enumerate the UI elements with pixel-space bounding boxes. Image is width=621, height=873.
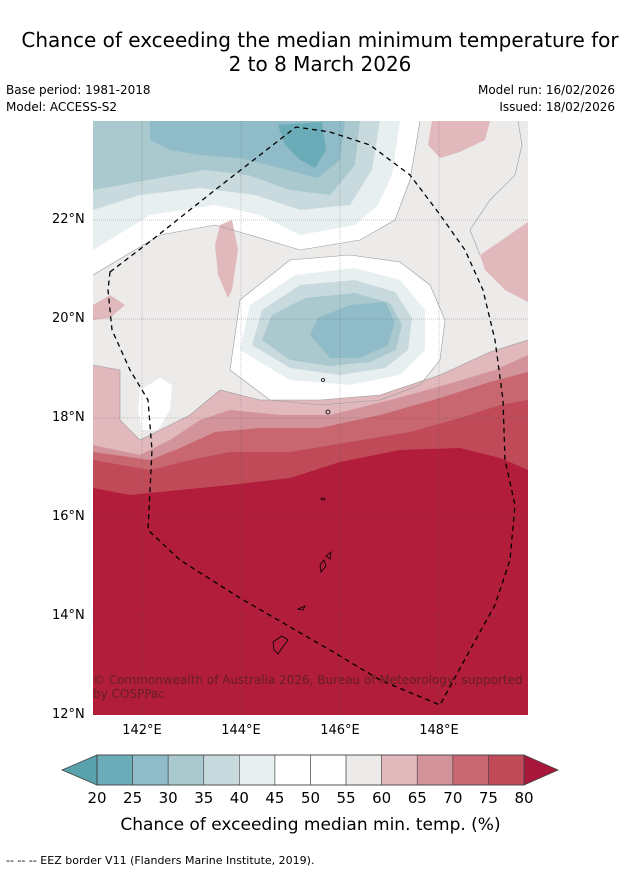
model-name: Model: ACCESS-S2 bbox=[6, 100, 118, 114]
colorbar-tick-label: 50 bbox=[300, 789, 321, 807]
lon-label-146: 146°E bbox=[320, 723, 360, 738]
colorbar-tick-label: 65 bbox=[407, 789, 427, 807]
band-25-30-central bbox=[310, 302, 395, 358]
model-run: Model run: 16/02/2026 bbox=[477, 83, 615, 97]
colorbar-tick-label: 80 bbox=[514, 789, 534, 807]
colorbar-cell bbox=[239, 754, 276, 786]
colorbar-tick-label: 70 bbox=[443, 789, 463, 807]
colorbar-frame bbox=[96, 754, 525, 786]
base-period: Base period: 1981-2018 bbox=[6, 83, 151, 97]
lat-label-20: 20°N bbox=[52, 311, 85, 326]
colorbar-cells bbox=[96, 754, 525, 786]
lat-label-18: 18°N bbox=[52, 410, 85, 425]
colorbar-cell bbox=[132, 754, 169, 786]
lat-label-14: 14°N bbox=[52, 608, 85, 623]
lon-label-144: 144°E bbox=[221, 723, 261, 738]
warm-patch-far-west bbox=[93, 295, 125, 320]
island-anatahan bbox=[320, 497, 326, 501]
colorbar-cell bbox=[310, 754, 347, 786]
colorbar-tick-label: 30 bbox=[158, 789, 178, 807]
colorbar-label: Chance of exceeding median min. temp. (%… bbox=[120, 815, 501, 835]
lat-label-22: 22°N bbox=[52, 212, 85, 227]
island-tinian bbox=[319, 559, 327, 573]
contour-fill-layer bbox=[93, 121, 528, 715]
colorbar-cell bbox=[96, 754, 133, 786]
colorbar-low-extend bbox=[60, 754, 98, 786]
colorbar-cell bbox=[488, 754, 525, 786]
warm-patch-east bbox=[480, 222, 528, 302]
colorbar-tick-label: 55 bbox=[336, 789, 356, 807]
colorbar-tick-label: 25 bbox=[123, 789, 143, 807]
eez-border bbox=[107, 126, 516, 706]
colorbar-cell bbox=[167, 754, 205, 786]
colorbar-tick-label: 45 bbox=[265, 789, 285, 807]
colorbar-cell bbox=[381, 754, 418, 786]
colorbar-tick-label: 60 bbox=[372, 789, 392, 807]
island-saipan bbox=[325, 551, 332, 560]
islands bbox=[272, 378, 332, 655]
warm-patch-west bbox=[215, 220, 238, 298]
island-pagan bbox=[325, 409, 331, 415]
colorbar-cell bbox=[452, 754, 489, 786]
lon-label-142: 142°E bbox=[122, 723, 162, 738]
lon-label-148: 148°E bbox=[419, 723, 459, 738]
band-80-plus bbox=[93, 448, 528, 715]
colorbar-tick-label: 75 bbox=[478, 789, 498, 807]
colorbar-cell bbox=[203, 754, 240, 786]
island-guam bbox=[272, 635, 289, 655]
colorbar-cell bbox=[274, 754, 311, 786]
eez-legend: -- -- -- EEZ border V11 (Flanders Marine… bbox=[6, 854, 315, 867]
island-rota bbox=[296, 605, 306, 611]
colorbar-tick-label: 20 bbox=[87, 789, 107, 807]
lat-label-16: 16°N bbox=[52, 509, 85, 524]
band-45-55-north bbox=[93, 121, 420, 275]
colorbar-cell bbox=[345, 754, 382, 786]
contour-lines bbox=[93, 121, 528, 441]
copyright-notice: © Commonwealth of Australia 2026, Bureau… bbox=[93, 673, 523, 701]
colorbar-tick-label: 40 bbox=[229, 789, 249, 807]
map-title: Chance of exceeding the median minimum t… bbox=[0, 28, 621, 76]
warm-patch-northeast bbox=[428, 121, 490, 158]
colorbar bbox=[60, 754, 559, 786]
title-line-1: Chance of exceeding the median minimum t… bbox=[21, 28, 619, 52]
gridlines bbox=[93, 121, 528, 715]
white-patch-west bbox=[138, 378, 172, 430]
title-line-2: 2 to 8 March 2026 bbox=[228, 52, 412, 76]
colorbar-tick-label: 35 bbox=[194, 789, 214, 807]
band-20-25-north bbox=[278, 122, 326, 168]
island-agrihan bbox=[321, 378, 325, 382]
colorbar-cell bbox=[416, 754, 454, 786]
colorbar-high-extend bbox=[523, 754, 559, 786]
issued-date: Issued: 18/02/2026 bbox=[499, 100, 615, 114]
lat-label-12: 12°N bbox=[52, 707, 85, 722]
